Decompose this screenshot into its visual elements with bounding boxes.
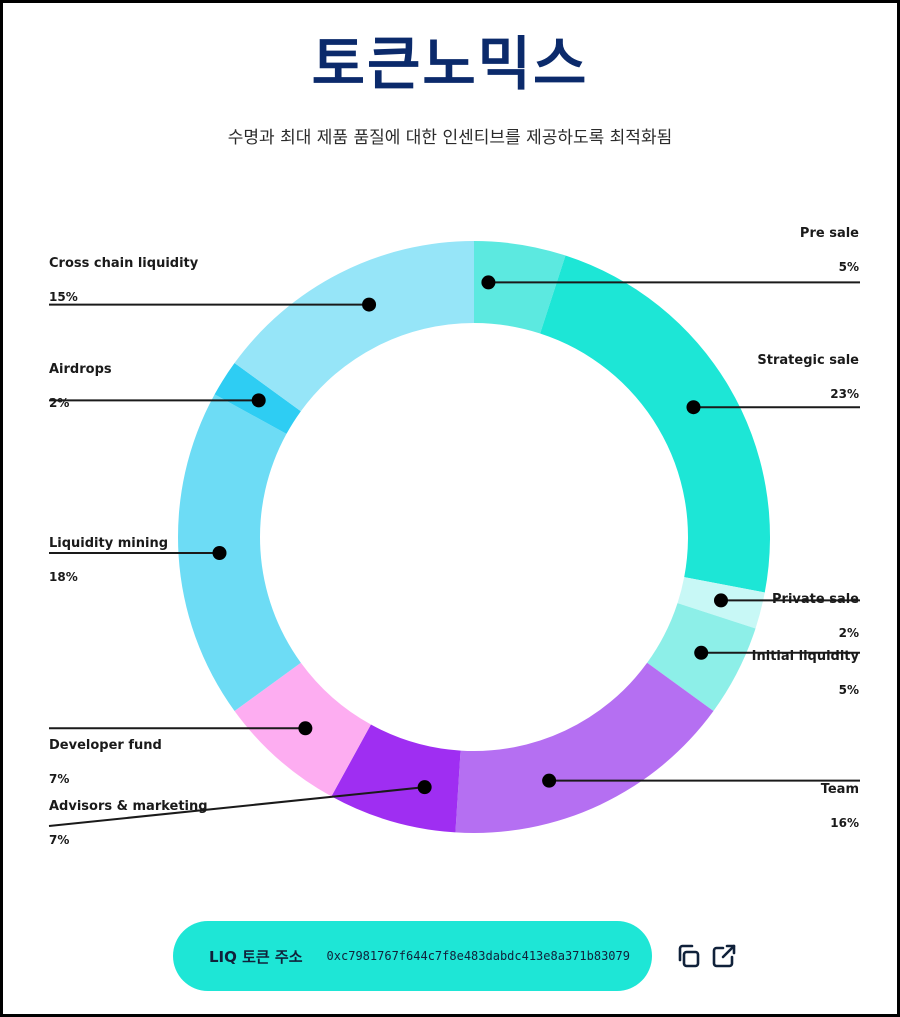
- leader-dot-pre-sale: [481, 275, 496, 290]
- leader-dot-strategic-sale: [686, 400, 701, 415]
- label-private-sale: Private sale: [772, 592, 859, 607]
- leader-dot-private-sale: [713, 593, 728, 608]
- leader-dot-advisors-marketing: [417, 780, 432, 795]
- page-title: 토큰노믹스: [311, 30, 589, 98]
- leader-dot-team: [542, 773, 557, 788]
- label-advisors-marketing: Advisors & marketing: [49, 799, 208, 814]
- slice-liquidity-mining: [177, 394, 301, 711]
- token-address-bar: LIQ 토큰 주소 0xc7981767f644c7f8e483dabdc413…: [173, 921, 652, 991]
- page-subtitle: 수명과 최대 제품 품질에 대한 인센티브를 제공하도록 최적화됨: [227, 128, 673, 148]
- label-liquidity-mining: Liquidity mining: [49, 536, 168, 551]
- leader-dot-airdrops: [251, 393, 266, 408]
- label-initial-liquidity: Initial liquidity: [752, 649, 860, 664]
- value-label-liquidity-mining: 18%: [49, 570, 78, 584]
- copy-icon[interactable]: [674, 942, 702, 970]
- slice-team: [455, 662, 714, 833]
- slice-advisors-marketing: [331, 724, 461, 833]
- value-label-private-sale: 2%: [839, 626, 859, 640]
- label-team: Team: [821, 782, 859, 797]
- value-label-advisors-marketing: 7%: [49, 833, 69, 847]
- value-label-strategic-sale: 23%: [830, 387, 859, 401]
- slice-cross-chain-liquidity: [234, 241, 474, 412]
- value-label-developer-fund: 7%: [49, 772, 69, 786]
- external-link-icon[interactable]: [710, 942, 738, 970]
- label-developer-fund: Developer fund: [49, 738, 162, 753]
- label-pre-sale: Pre sale: [800, 226, 859, 241]
- value-label-initial-liquidity: 5%: [839, 683, 859, 697]
- value-label-pre-sale: 5%: [839, 260, 859, 274]
- token-address-value[interactable]: 0xc7981767f644c7f8e483dabdc413e8a371b830…: [326, 949, 630, 963]
- slice-strategic-sale: [540, 255, 771, 593]
- value-label-cross-chain-liquidity: 15%: [49, 290, 78, 304]
- label-airdrops: Airdrops: [49, 362, 112, 377]
- label-cross-chain-liquidity: Cross chain liquidity: [49, 256, 199, 271]
- leader-dot-liquidity-mining: [212, 546, 227, 561]
- label-strategic-sale: Strategic sale: [757, 353, 859, 368]
- leader-dot-cross-chain-liquidity: [362, 297, 377, 312]
- token-address-label: LIQ 토큰 주소: [209, 947, 303, 966]
- leader-dot-developer-fund: [298, 721, 313, 736]
- value-label-airdrops: 2%: [49, 396, 69, 410]
- leader-line-advisors-marketing: [48, 786, 425, 827]
- leader-dot-initial-liquidity: [694, 645, 709, 660]
- value-label-team: 16%: [830, 816, 859, 830]
- slice-pre-sale: [474, 241, 566, 334]
